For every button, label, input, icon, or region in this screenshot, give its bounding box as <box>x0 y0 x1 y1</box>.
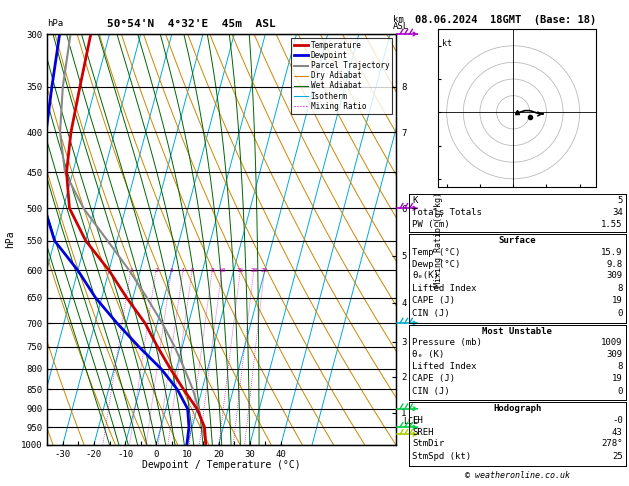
Text: 278°: 278° <box>601 439 623 449</box>
Text: CAPE (J): CAPE (J) <box>412 296 455 306</box>
X-axis label: Dewpoint / Temperature (°C): Dewpoint / Temperature (°C) <box>142 460 301 470</box>
Legend: Temperature, Dewpoint, Parcel Trajectory, Dry Adiabat, Wet Adiabat, Isotherm, Mi: Temperature, Dewpoint, Parcel Trajectory… <box>291 38 392 114</box>
Text: 50°54'N  4°32'E  45m  ASL: 50°54'N 4°32'E 45m ASL <box>107 19 276 30</box>
Text: 08.06.2024  18GMT  (Base: 18): 08.06.2024 18GMT (Base: 18) <box>415 15 596 25</box>
Text: 9.8: 9.8 <box>606 260 623 269</box>
Text: θₑ(K): θₑ(K) <box>412 271 439 280</box>
Text: Totals Totals: Totals Totals <box>412 208 482 217</box>
Text: K: K <box>412 196 418 206</box>
Text: EH: EH <box>412 416 423 425</box>
Text: 1.55: 1.55 <box>601 220 623 229</box>
Text: Pressure (mb): Pressure (mb) <box>412 338 482 347</box>
Text: hPa: hPa <box>47 19 64 29</box>
Text: CIN (J): CIN (J) <box>412 309 450 318</box>
Text: θₑ (K): θₑ (K) <box>412 350 444 359</box>
Text: 5: 5 <box>617 196 623 206</box>
Text: SREH: SREH <box>412 428 433 437</box>
Text: 8: 8 <box>617 284 623 293</box>
Text: 8: 8 <box>617 362 623 371</box>
Text: ASL: ASL <box>393 22 409 31</box>
Text: 15: 15 <box>237 268 244 273</box>
Text: Dewp (°C): Dewp (°C) <box>412 260 460 269</box>
Text: StmSpd (kt): StmSpd (kt) <box>412 452 471 461</box>
Text: CIN (J): CIN (J) <box>412 387 450 396</box>
Text: 3: 3 <box>170 268 174 273</box>
Text: Lifted Index: Lifted Index <box>412 362 477 371</box>
Text: 15.9: 15.9 <box>601 248 623 257</box>
Text: Surface: Surface <box>499 236 536 245</box>
Text: StmDir: StmDir <box>412 439 444 449</box>
Text: -0: -0 <box>612 416 623 425</box>
Text: 309: 309 <box>606 350 623 359</box>
Text: 43: 43 <box>612 428 623 437</box>
Text: Most Unstable: Most Unstable <box>482 327 552 336</box>
Text: 19: 19 <box>612 374 623 383</box>
Text: Hodograph: Hodograph <box>493 404 542 414</box>
Y-axis label: hPa: hPa <box>5 230 15 248</box>
Text: 19: 19 <box>612 296 623 306</box>
Text: 25: 25 <box>261 268 268 273</box>
Text: CAPE (J): CAPE (J) <box>412 374 455 383</box>
Text: kt: kt <box>442 39 452 48</box>
Text: 4: 4 <box>181 268 185 273</box>
Text: Lifted Index: Lifted Index <box>412 284 477 293</box>
Text: © weatheronline.co.uk: © weatheronline.co.uk <box>465 471 570 480</box>
Text: 5: 5 <box>191 268 194 273</box>
Text: 10: 10 <box>218 268 226 273</box>
Text: 20: 20 <box>250 268 257 273</box>
Text: LCL: LCL <box>403 417 418 426</box>
Text: 2: 2 <box>154 268 158 273</box>
Text: 1: 1 <box>129 268 133 273</box>
Text: 309: 309 <box>606 271 623 280</box>
Text: Temp (°C): Temp (°C) <box>412 248 460 257</box>
Text: PW (cm): PW (cm) <box>412 220 450 229</box>
Y-axis label: Mixing Ratio (g/kg): Mixing Ratio (g/kg) <box>434 192 443 287</box>
Text: 0: 0 <box>617 309 623 318</box>
Text: 0: 0 <box>617 387 623 396</box>
Text: 34: 34 <box>612 208 623 217</box>
Text: 25: 25 <box>612 452 623 461</box>
Text: 8: 8 <box>210 268 214 273</box>
Text: 1009: 1009 <box>601 338 623 347</box>
Text: km: km <box>393 15 404 24</box>
